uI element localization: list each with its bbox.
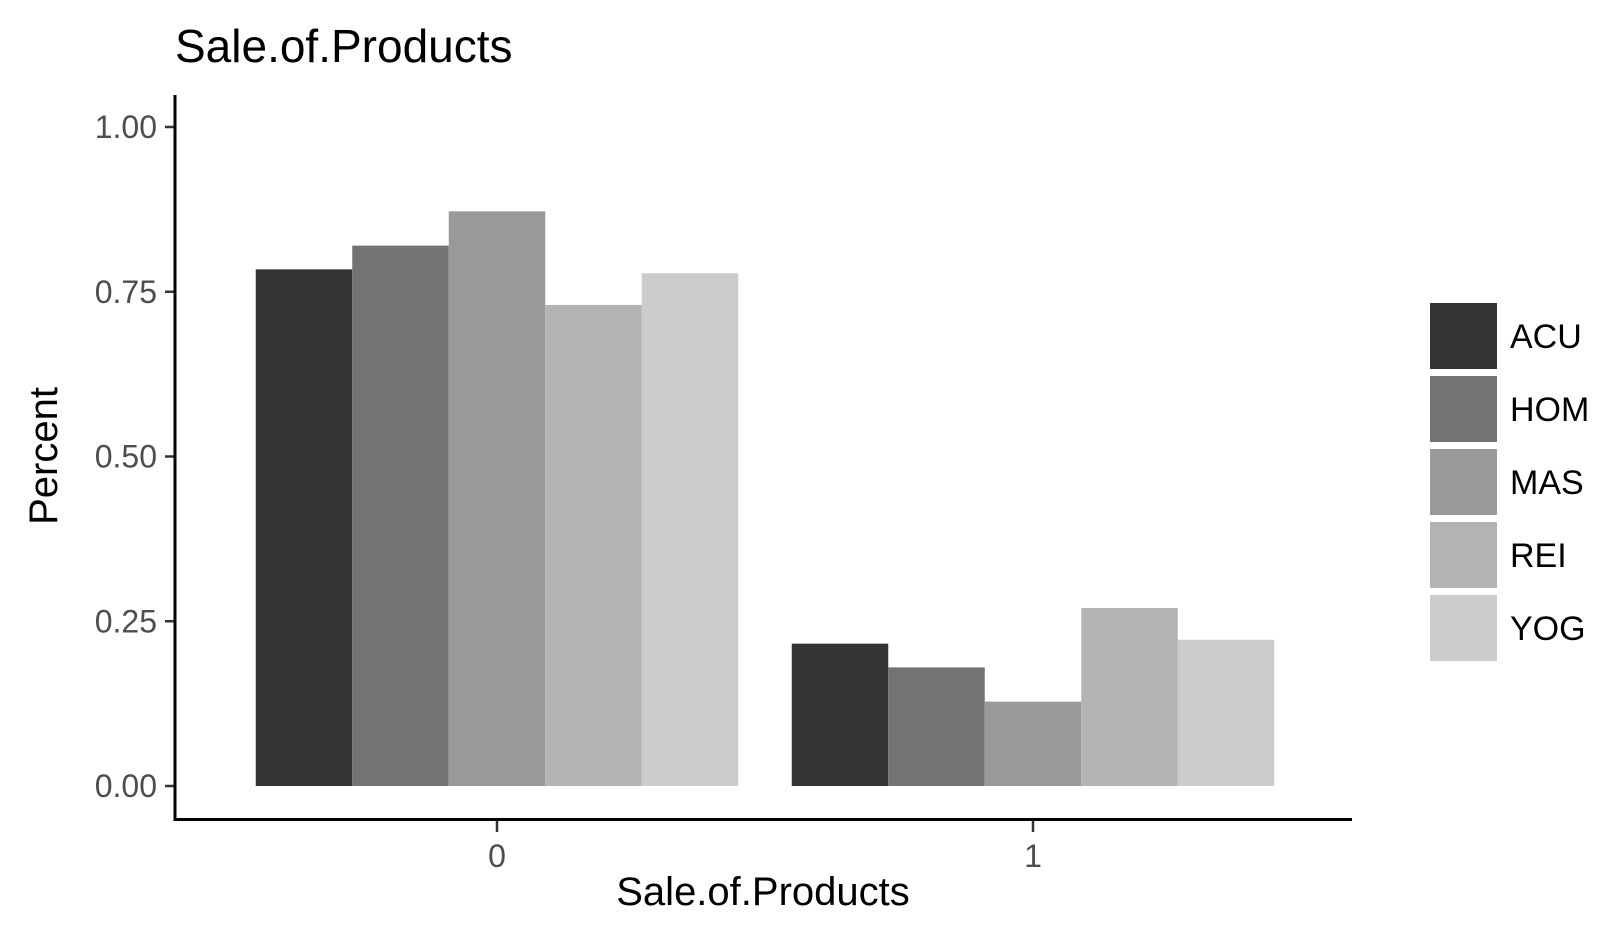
bars <box>255 211 1275 787</box>
bar-hom-1 <box>888 667 985 786</box>
y-tick-label: 0.00 <box>95 768 157 804</box>
bar-mas-0 <box>448 211 546 787</box>
legend-key-mas <box>1430 449 1497 515</box>
y-tick-label: 0.75 <box>95 274 157 310</box>
legend-label-rei: REI <box>1510 537 1567 575</box>
bar-acu-1 <box>791 643 889 786</box>
legend-label-mas: MAS <box>1510 464 1584 502</box>
bar-rei-1 <box>1081 608 1178 786</box>
legend-key-acu <box>1430 303 1497 369</box>
legend-key-hom <box>1430 376 1497 442</box>
bar-hom-0 <box>352 245 449 786</box>
bar-yog-0 <box>641 273 739 787</box>
x-tick-label: 0 <box>488 838 506 874</box>
y-tick-label: 0.50 <box>95 439 157 475</box>
bar-yog-1 <box>1177 639 1275 786</box>
y-tick-label: 1.00 <box>95 109 157 145</box>
bar-rei-0 <box>545 304 642 786</box>
y-axis: 0.00 0.25 0.50 0.75 1.00 <box>95 109 175 804</box>
bar-mas-1 <box>984 701 1082 786</box>
legend-key-rei <box>1430 522 1497 588</box>
legend-label-hom: HOM <box>1510 391 1589 429</box>
bar-acu-0 <box>255 269 353 786</box>
legend-label-acu: ACU <box>1510 318 1582 356</box>
y-tick-label: 0.25 <box>95 603 157 639</box>
y-axis-title: Percent <box>22 387 66 525</box>
legend-key-yog <box>1430 595 1497 661</box>
x-axis-title: Sale.of.Products <box>616 870 910 914</box>
legend: ACU HOM MAS REI YOG <box>1430 303 1589 661</box>
x-tick-label: 1 <box>1024 838 1042 874</box>
chart-title: Sale.of.Products <box>175 20 513 72</box>
legend-label-yog: YOG <box>1510 610 1586 648</box>
